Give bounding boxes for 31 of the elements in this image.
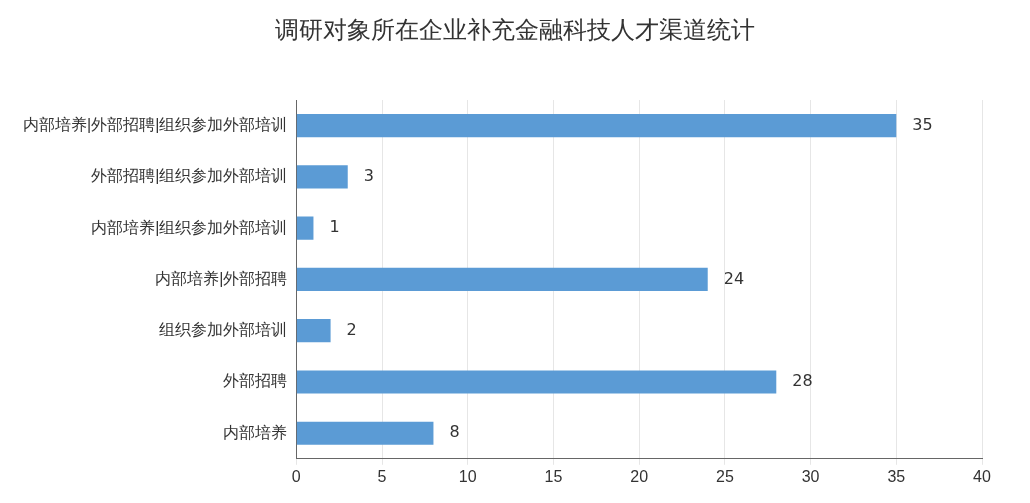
x-tick-label: 35 xyxy=(887,467,906,485)
data-label: 24 xyxy=(723,268,745,288)
chart-title: 调研对象所在企业补充金融科技人才渠道统计 xyxy=(274,15,756,46)
bar xyxy=(296,319,331,343)
y-tick-label: 组织参加外部培训 xyxy=(159,321,288,339)
x-tick-label: 5 xyxy=(377,467,387,485)
bar xyxy=(296,165,348,189)
x-tick-label: 15 xyxy=(544,467,563,485)
data-label: 2 xyxy=(346,319,357,339)
x-tick-label: 0 xyxy=(291,467,301,485)
data-label: 8 xyxy=(449,422,460,442)
bar xyxy=(296,421,434,445)
bar xyxy=(296,267,708,291)
y-tick-label: 内部培养|组织参加外部培训 xyxy=(91,218,288,236)
bar xyxy=(296,370,777,394)
data-label: 1 xyxy=(329,217,340,237)
x-tick-label: 40 xyxy=(973,467,991,485)
data-label: 35 xyxy=(912,114,933,134)
y-tick-label: 内部培养 xyxy=(223,423,288,441)
bar xyxy=(296,216,314,240)
y-tick-label: 内部培养|外部招聘|组织参加外部培训 xyxy=(23,116,288,134)
x-tick-label: 10 xyxy=(458,467,477,485)
x-tick-label: 20 xyxy=(630,467,649,485)
x-tick-label: 30 xyxy=(801,467,820,485)
data-label: 3 xyxy=(363,166,374,186)
y-tick-label: 内部培养|外部招聘 xyxy=(155,269,288,287)
data-label: 28 xyxy=(792,371,813,391)
x-tick-label: 25 xyxy=(715,467,734,485)
y-tick-label: 外部招聘 xyxy=(223,372,288,390)
bar xyxy=(296,114,897,138)
y-tick-label: 外部招聘|组织参加外部培训 xyxy=(91,167,288,185)
